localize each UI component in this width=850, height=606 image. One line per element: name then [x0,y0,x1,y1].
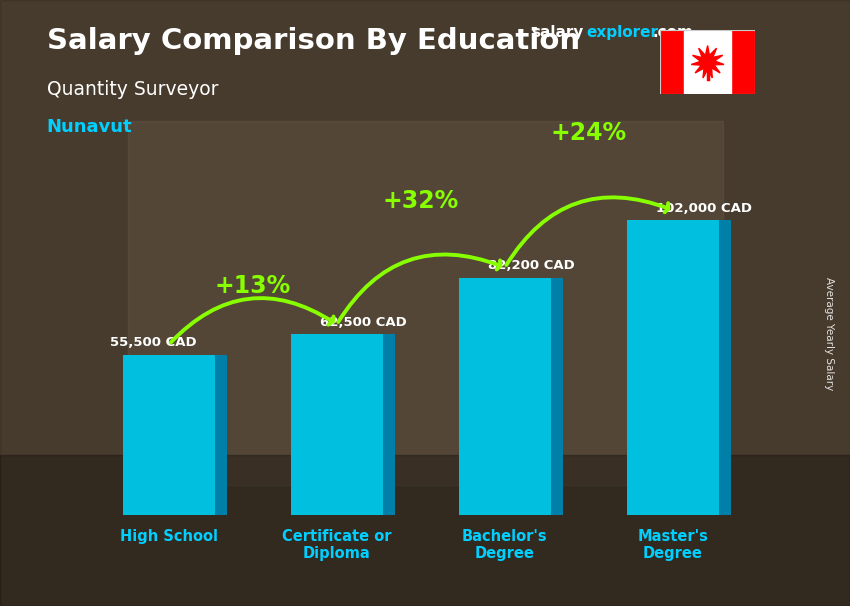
Bar [626,221,719,515]
Text: Quantity Surveyor: Quantity Surveyor [47,80,218,99]
Bar [0,454,850,606]
Polygon shape [691,45,724,78]
Text: +24%: +24% [551,121,627,145]
Text: +13%: +13% [215,274,291,298]
Bar [291,335,383,515]
Text: Average Yearly Salary: Average Yearly Salary [824,277,834,390]
Text: 102,000 CAD: 102,000 CAD [656,202,752,215]
Polygon shape [551,278,563,515]
Text: +32%: +32% [382,188,459,213]
Bar [459,278,551,515]
Bar [660,30,683,94]
Polygon shape [383,335,395,515]
Text: Nunavut: Nunavut [47,118,133,136]
Polygon shape [719,221,731,515]
Bar [732,30,756,94]
Text: salary: salary [531,25,584,41]
Text: 55,500 CAD: 55,500 CAD [110,336,196,350]
Bar [128,121,722,485]
Text: .com: .com [653,25,694,41]
Bar [122,355,215,515]
Text: 62,500 CAD: 62,500 CAD [320,316,407,329]
Polygon shape [215,355,227,515]
Bar [683,30,732,94]
Text: Salary Comparison By Education: Salary Comparison By Education [47,27,580,55]
Text: 82,200 CAD: 82,200 CAD [488,259,575,272]
Text: explorer: explorer [586,25,659,41]
